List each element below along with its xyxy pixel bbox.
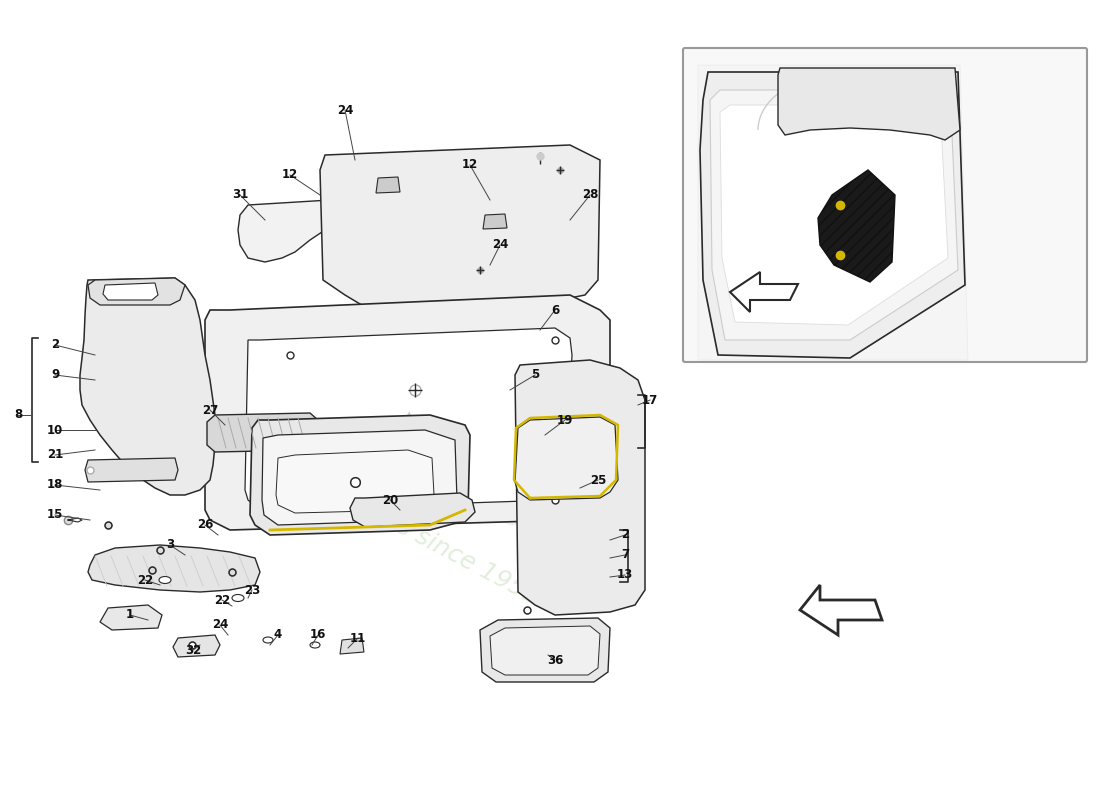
Text: 20: 20 (382, 494, 398, 506)
Text: 25: 25 (590, 474, 606, 486)
Polygon shape (700, 72, 965, 358)
Text: 34: 34 (932, 238, 948, 251)
Polygon shape (88, 278, 185, 305)
Polygon shape (320, 145, 600, 310)
Text: 11: 11 (350, 631, 366, 645)
Polygon shape (818, 170, 895, 282)
Text: 22: 22 (213, 594, 230, 606)
Polygon shape (720, 105, 948, 325)
Text: 31: 31 (232, 189, 249, 202)
Polygon shape (483, 214, 507, 229)
Text: 22: 22 (136, 574, 153, 586)
Text: 33: 33 (932, 214, 948, 226)
Text: 6: 6 (551, 303, 559, 317)
Text: 35: 35 (932, 262, 948, 274)
Polygon shape (376, 177, 400, 193)
Text: 28: 28 (582, 189, 598, 202)
Polygon shape (250, 415, 470, 535)
Ellipse shape (310, 642, 320, 648)
Text: 2: 2 (620, 529, 629, 542)
Polygon shape (276, 450, 434, 513)
Text: 24: 24 (337, 103, 353, 117)
Text: 18: 18 (47, 478, 63, 491)
Polygon shape (103, 283, 158, 300)
Polygon shape (100, 605, 162, 630)
Polygon shape (480, 618, 611, 682)
Text: 26: 26 (197, 518, 213, 531)
Polygon shape (262, 430, 456, 525)
Text: 7: 7 (620, 549, 629, 562)
Text: ExoticParts: ExoticParts (201, 328, 539, 542)
Polygon shape (490, 626, 600, 675)
Text: 17: 17 (642, 394, 658, 406)
Text: 23: 23 (244, 583, 260, 597)
Polygon shape (173, 635, 220, 657)
Polygon shape (800, 585, 882, 635)
Text: 8: 8 (14, 409, 22, 422)
Text: 27: 27 (202, 403, 218, 417)
Text: 2: 2 (51, 338, 59, 351)
Text: 5: 5 (531, 369, 539, 382)
Polygon shape (515, 417, 618, 500)
Polygon shape (245, 328, 572, 510)
Polygon shape (350, 493, 475, 527)
Ellipse shape (232, 594, 244, 602)
Polygon shape (340, 638, 364, 654)
Ellipse shape (160, 577, 170, 583)
Text: 3: 3 (166, 538, 174, 551)
Text: 4: 4 (274, 629, 282, 642)
Polygon shape (205, 295, 610, 530)
Text: 19: 19 (557, 414, 573, 426)
Polygon shape (80, 278, 214, 495)
Polygon shape (698, 65, 968, 360)
Text: 21: 21 (47, 449, 63, 462)
Text: 12: 12 (462, 158, 478, 171)
Polygon shape (515, 360, 645, 615)
Polygon shape (88, 545, 260, 592)
Text: 36: 36 (547, 654, 563, 666)
Text: 9: 9 (51, 369, 59, 382)
Text: 33: 33 (932, 214, 948, 226)
Polygon shape (778, 68, 960, 140)
Text: 13: 13 (617, 569, 634, 582)
Polygon shape (710, 90, 958, 340)
Text: ✦: ✦ (399, 409, 416, 427)
Text: 15: 15 (47, 509, 63, 522)
Text: a passion for parts since 1951: a passion for parts since 1951 (198, 410, 542, 610)
Text: 35: 35 (932, 262, 948, 274)
Text: 10: 10 (47, 423, 63, 437)
Polygon shape (85, 458, 178, 482)
Text: 32: 32 (185, 643, 201, 657)
Polygon shape (207, 413, 318, 452)
Text: 34: 34 (932, 238, 948, 251)
Polygon shape (238, 200, 336, 262)
Text: 1: 1 (125, 609, 134, 622)
Text: 24: 24 (212, 618, 228, 631)
Ellipse shape (263, 637, 273, 643)
FancyBboxPatch shape (683, 48, 1087, 362)
Text: 16: 16 (310, 629, 327, 642)
Polygon shape (730, 272, 798, 312)
Text: 12: 12 (282, 169, 298, 182)
Text: 24: 24 (492, 238, 508, 251)
